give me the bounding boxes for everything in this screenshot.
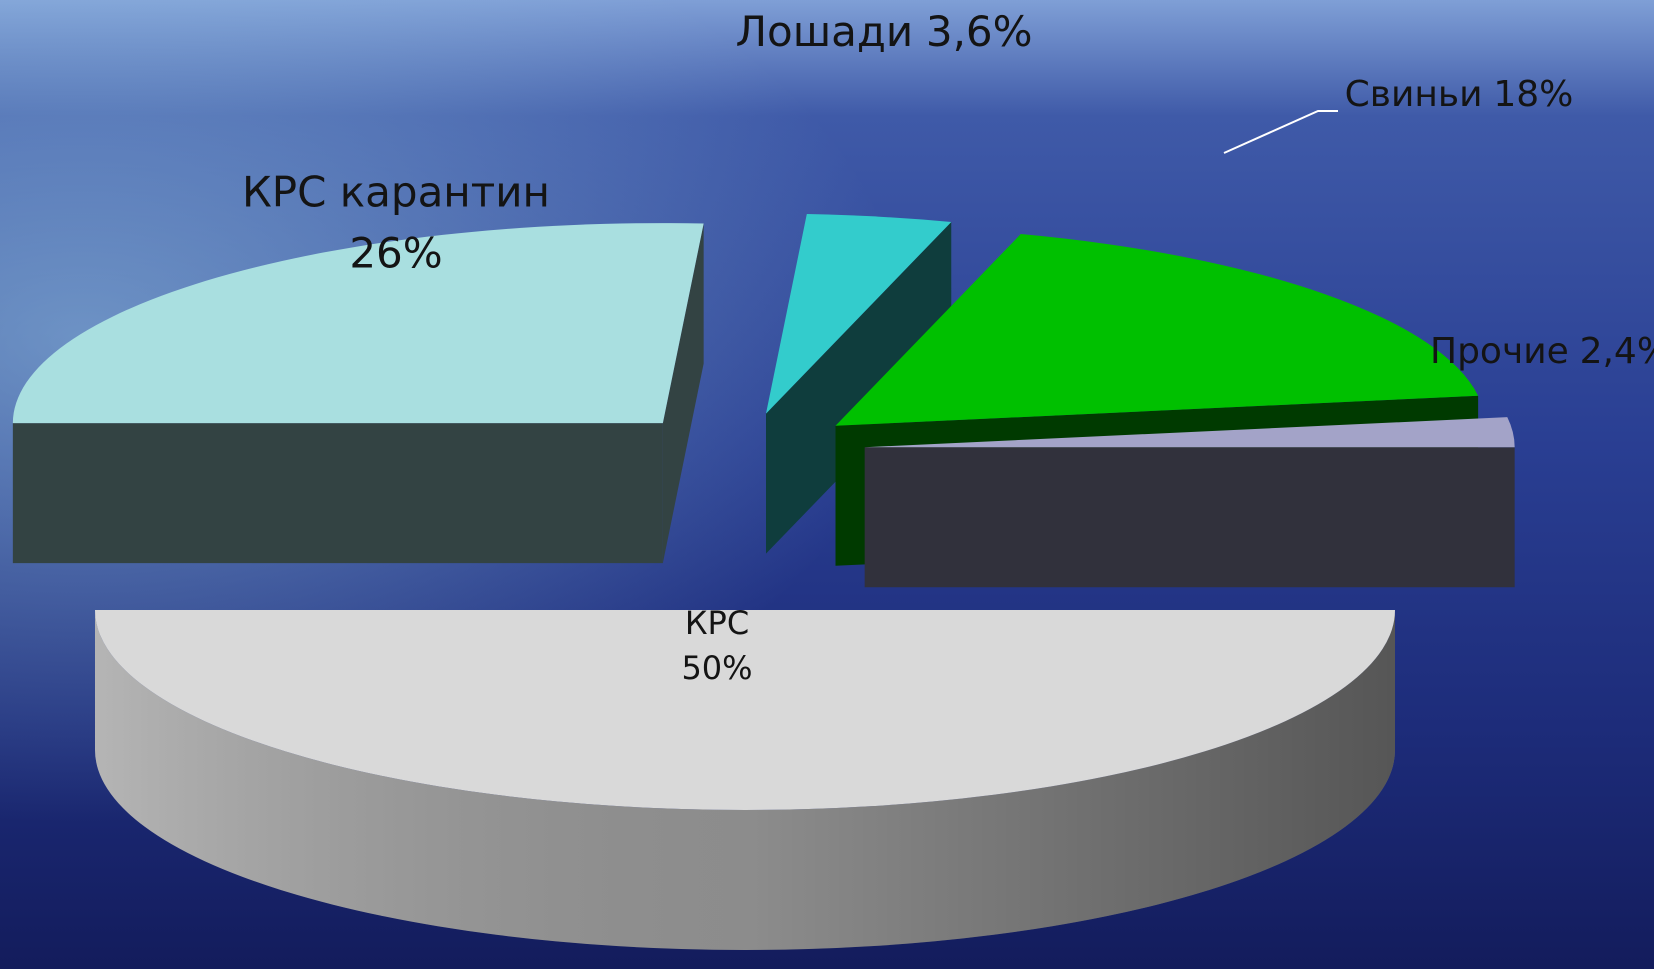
slice-label: Прочие xyxy=(1430,331,1569,372)
slice-label-group: Лошади 3,6% xyxy=(735,7,1032,56)
slice-label: Свиньи xyxy=(1345,74,1483,115)
slice-wall xyxy=(865,447,1515,587)
slice-label: Лошади xyxy=(735,7,913,56)
slice-value-label: 26% xyxy=(349,229,442,278)
slice-value-label: 3,6% xyxy=(926,7,1033,56)
slice-value-label: 2,4% xyxy=(1580,331,1654,372)
page: КРС 50% КРС карантин 26% Лошади 3,6% Свиньи18%… xyxy=(0,0,1654,969)
slice-label: КРС карантин xyxy=(242,168,550,217)
slice-value-label: 50% xyxy=(681,649,752,687)
slice-label: КРС xyxy=(685,604,749,642)
slice-value-label: 18% xyxy=(1493,74,1573,115)
chart: КРС 50% КРС карантин 26% Лошади 3,6% Свиньи18%… xyxy=(0,0,1654,969)
slice-wall xyxy=(13,423,663,563)
slice-label-group: Прочие 2,4% xyxy=(1430,331,1654,372)
